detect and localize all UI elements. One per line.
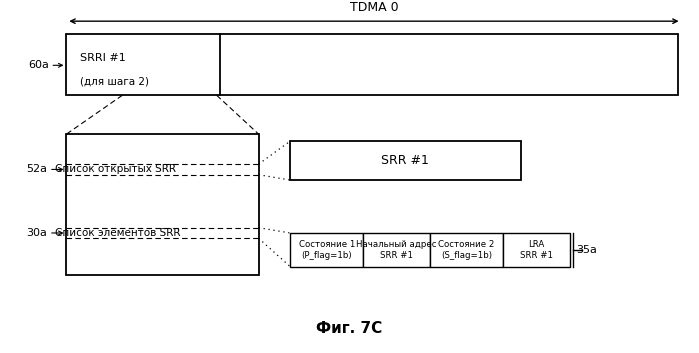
Bar bbox=[66, 34, 678, 95]
Text: Состояние 1
(P_flag=1b): Состояние 1 (P_flag=1b) bbox=[298, 240, 355, 260]
Bar bbox=[430, 233, 503, 267]
Text: LRA
SRR #1: LRA SRR #1 bbox=[520, 240, 553, 260]
Text: Состояние 2
(S_flag=1b): Состояние 2 (S_flag=1b) bbox=[438, 240, 495, 260]
Bar bbox=[290, 233, 363, 267]
Text: SRR #1: SRR #1 bbox=[382, 154, 429, 167]
Bar bbox=[363, 233, 430, 267]
Text: Список элементов SRR: Список элементов SRR bbox=[55, 228, 180, 238]
Bar bbox=[66, 134, 259, 275]
Text: Фиг. 7C: Фиг. 7C bbox=[317, 321, 382, 336]
Text: SRRI #1: SRRI #1 bbox=[80, 53, 126, 63]
Text: Начальный адрес
SRR #1: Начальный адрес SRR #1 bbox=[356, 240, 437, 260]
Text: (для шага 2): (для шага 2) bbox=[80, 76, 150, 86]
Text: TDMA 0: TDMA 0 bbox=[350, 1, 398, 14]
Text: 60a: 60a bbox=[28, 60, 49, 70]
Text: 52a: 52a bbox=[27, 164, 48, 174]
Text: 35a: 35a bbox=[577, 245, 598, 255]
Bar bbox=[503, 233, 570, 267]
Text: Список открытых SRR: Список открытых SRR bbox=[55, 164, 175, 174]
Bar bbox=[290, 141, 521, 180]
Text: 30a: 30a bbox=[27, 228, 48, 238]
